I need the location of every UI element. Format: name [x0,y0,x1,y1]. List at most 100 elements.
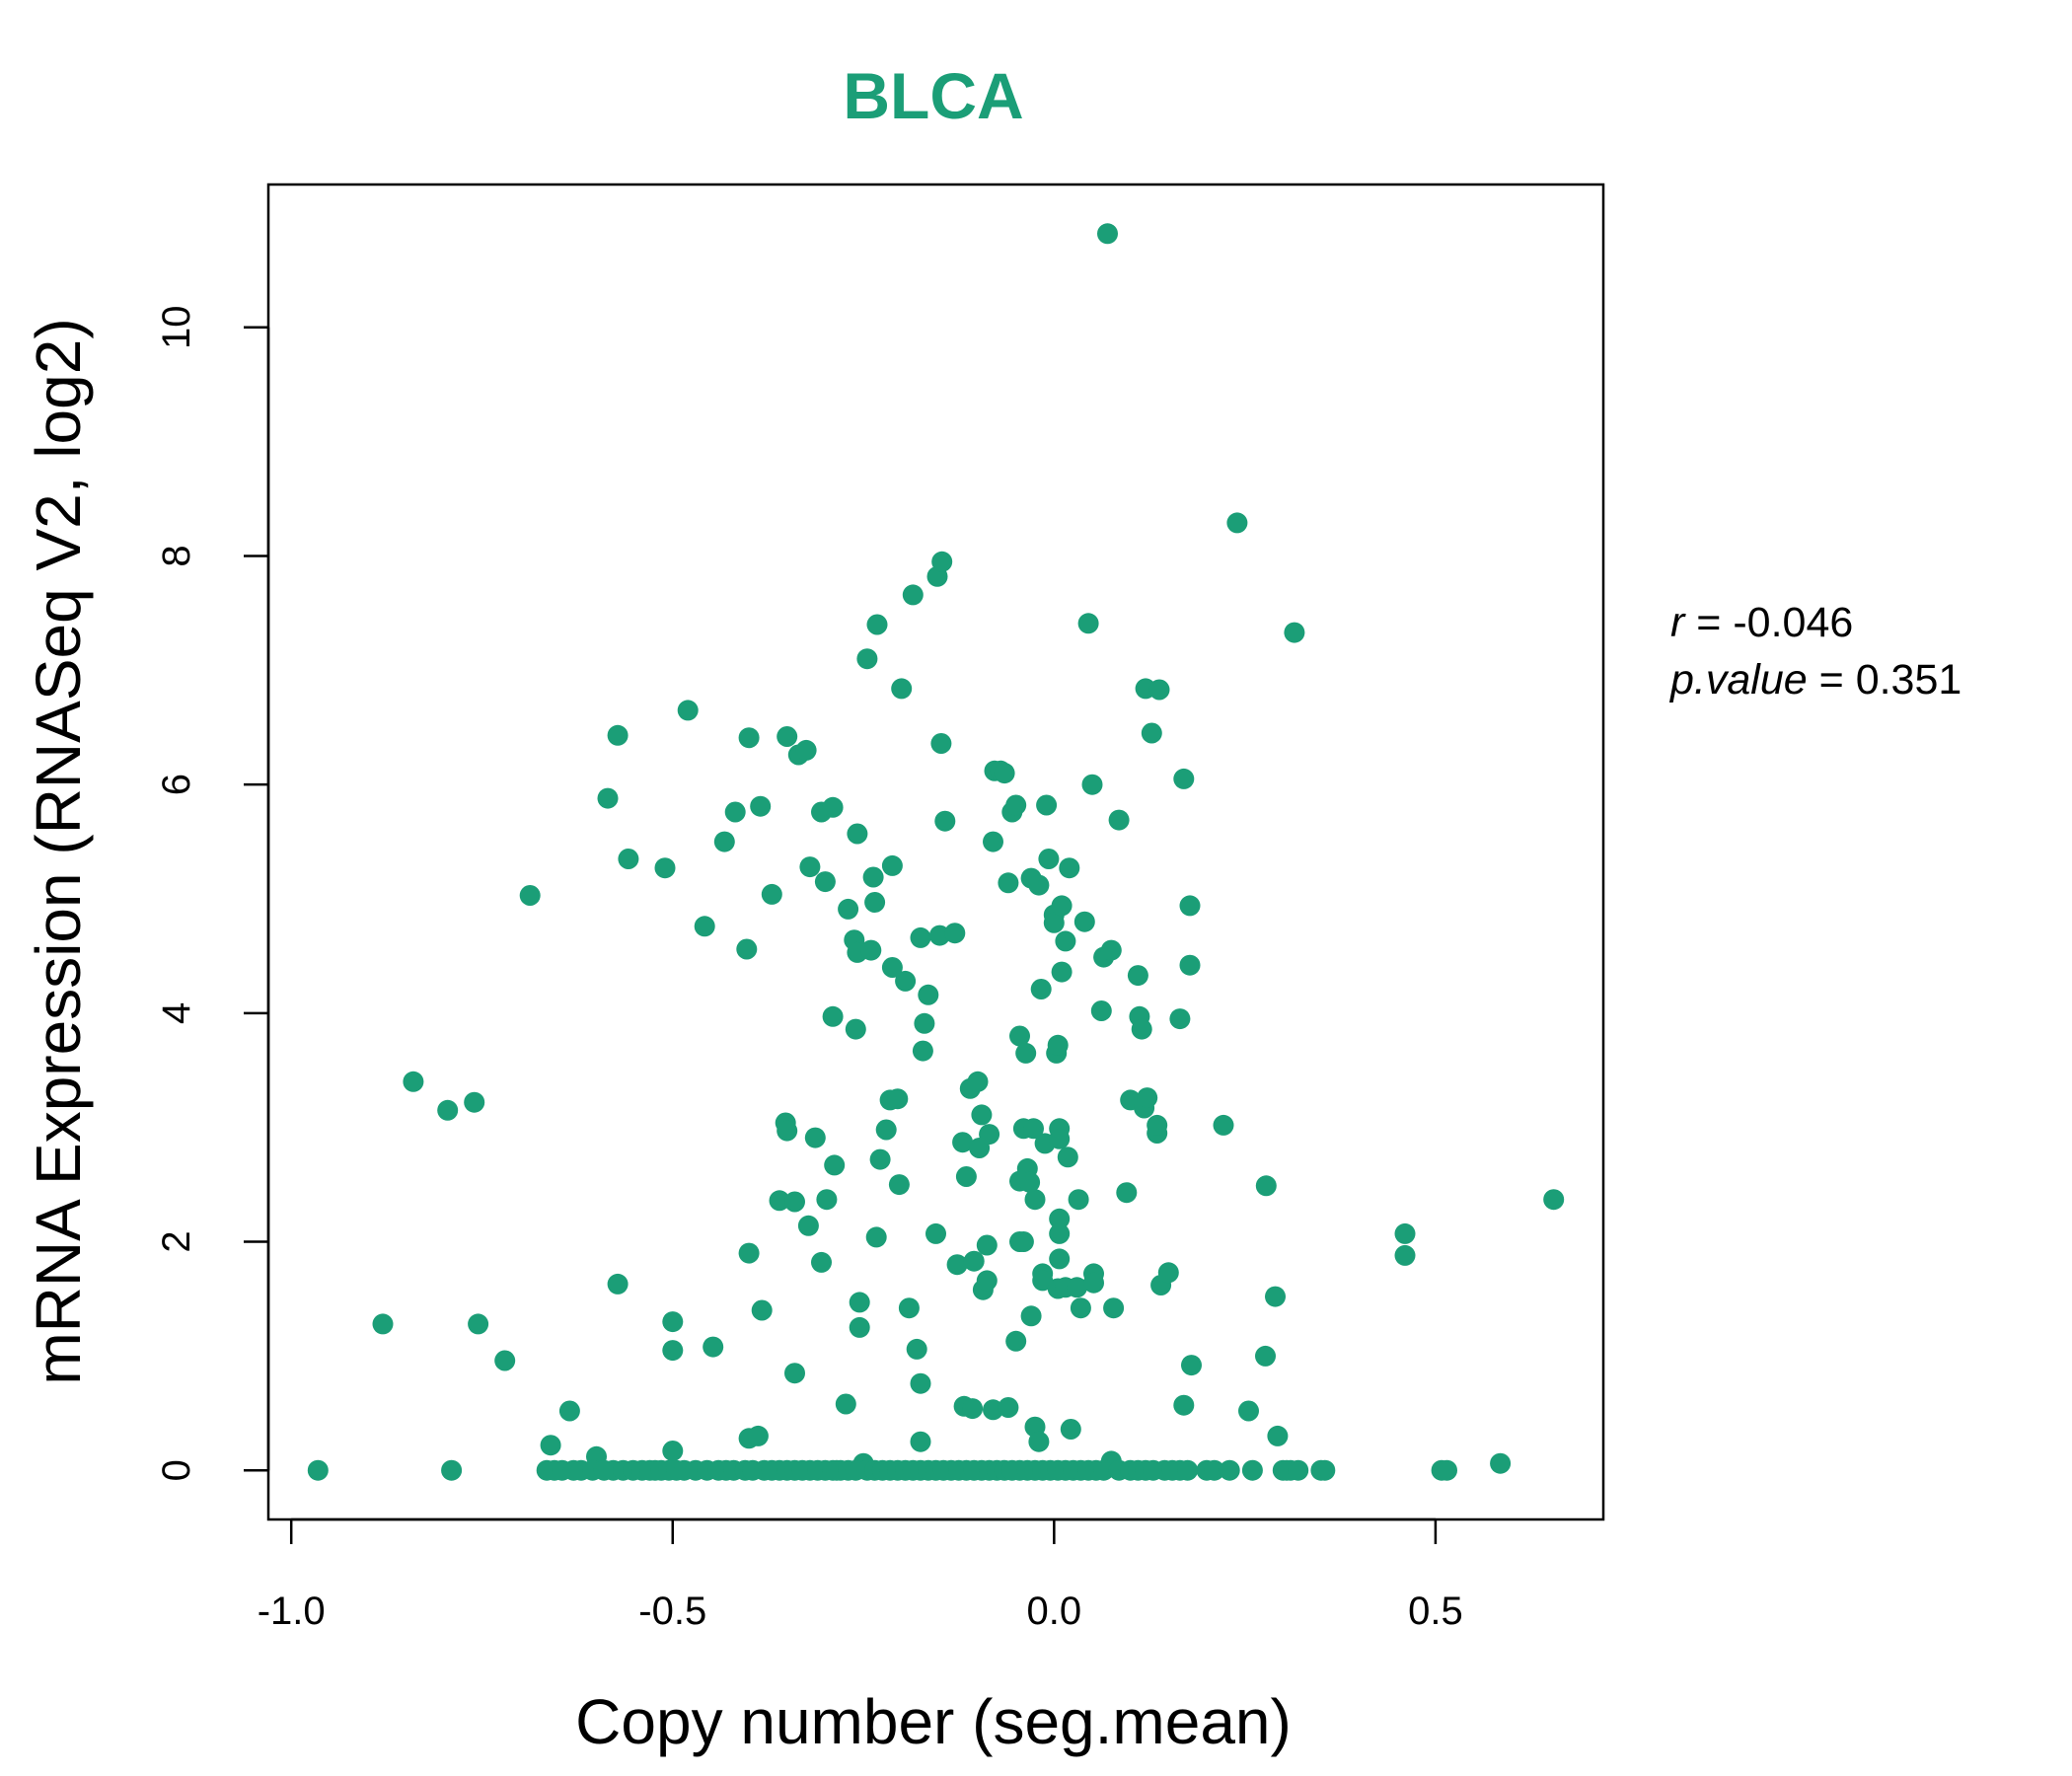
data-point [1137,1087,1158,1109]
data-point [1070,1297,1091,1319]
data-point [849,1316,870,1338]
data-point [747,1425,769,1446]
data-point [799,856,821,878]
y-axis: 0 2 4 6 8 10 [155,306,270,1481]
data-point [849,1292,870,1313]
p-value: 0.351 [1856,656,1962,703]
data-point [865,1226,887,1248]
data-point [1255,1175,1277,1197]
data-point [519,885,541,906]
data-point [1394,1222,1416,1244]
data-point [838,898,859,920]
data-point [1067,1277,1087,1298]
data-point [1038,849,1060,869]
y-tick-label: 6 [155,774,198,795]
correlation-stat: r = -0.046 [1670,599,1853,646]
data-point [881,854,903,876]
data-point [618,849,639,869]
data-point [1108,809,1130,831]
data-point [558,1400,580,1422]
data-point [822,796,844,818]
data-point [1141,722,1162,744]
data-point [1288,1459,1309,1481]
data-point [881,957,903,978]
data-point [1394,1244,1416,1266]
data-point [888,1174,910,1196]
data-point [1169,1008,1191,1030]
x-axis-title: Copy number (seg.mean) [575,1686,1292,1757]
x-tick-label: 0.0 [1027,1590,1082,1633]
data-point [1012,1231,1034,1252]
data-point [963,1250,985,1272]
x-tick-label: 0.5 [1408,1590,1463,1633]
data-point [441,1459,463,1481]
data-point [1116,1182,1138,1204]
data-point [944,923,966,944]
data-point [1226,512,1248,534]
data-point [866,614,888,635]
data-point [736,938,758,960]
data-point [654,857,676,879]
data-point [1009,1025,1030,1047]
data-point [1043,912,1065,933]
data-point [1093,1459,1115,1481]
data-point [925,1222,946,1244]
data-point [1490,1452,1512,1474]
data-point [928,925,950,946]
data-point [1077,613,1099,634]
data-point [835,1393,856,1415]
data-point [724,801,746,823]
data-point [1060,1419,1081,1440]
y-tick-label: 8 [155,545,198,566]
data-point [914,1012,935,1034]
data-point [998,872,1019,894]
data-point [910,926,931,948]
data-point [1213,1114,1234,1136]
data-point [1047,1034,1069,1056]
data-point [403,1071,424,1092]
y-tick-label: 4 [155,1002,198,1024]
data-point [824,1154,846,1176]
data-point [1005,1330,1027,1352]
data-point [437,1099,459,1121]
data-point [934,810,956,832]
data-point [1051,895,1073,917]
data-point [1005,794,1027,816]
data-point [464,1091,485,1113]
chart-title: BLCA [843,59,1023,132]
data-point [777,726,798,747]
data-point [976,1270,998,1292]
data-point [1241,1459,1263,1481]
data-point [677,700,699,721]
data-point [1157,1262,1179,1284]
data-point [816,1189,838,1211]
data-point [1068,1189,1089,1211]
data-point [1147,1114,1168,1136]
data-point [1073,911,1095,932]
data-point [910,1431,931,1452]
data-point [1032,1270,1054,1292]
data-point [1020,1305,1042,1327]
data-point [891,678,913,700]
data-point [1049,1128,1071,1149]
data-point [1023,1118,1044,1140]
data-point [1437,1459,1457,1481]
data-point [955,1166,977,1187]
data-point [540,1435,561,1456]
data-point [607,1273,629,1295]
data-point [910,1372,931,1394]
data-point [1204,1459,1225,1481]
data-point [869,1148,891,1170]
data-point [713,831,735,852]
data-point [847,823,868,845]
data-point [1036,794,1058,816]
data-point [906,1338,927,1360]
r-equals: = [1696,599,1733,646]
data-points [307,223,1565,1481]
data-point [1179,954,1201,976]
data-point [1181,1355,1202,1376]
data-point [1148,679,1170,701]
data-point [797,1215,819,1236]
data-point [769,1190,790,1212]
data-point [979,1124,1000,1146]
